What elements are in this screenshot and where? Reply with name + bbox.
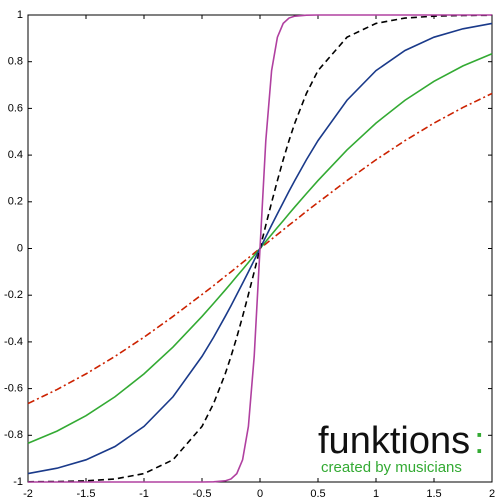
y-tick-label: 0.4 [8,149,23,161]
x-tick-label: -2 [23,488,33,500]
x-tick-label: 1 [373,488,379,500]
y-tick-label: -0.8 [4,429,23,441]
x-tick-label: -1 [139,488,149,500]
y-tick-label: 0.8 [8,56,23,68]
y-tick-label: -1 [13,476,23,488]
logo-name: funktions [318,420,470,462]
x-tick-label: 0 [257,488,263,500]
y-tick-label: -0.6 [4,383,23,395]
x-tick-label: 1.5 [426,488,441,500]
y-tick-label: 1 [17,9,23,21]
x-tick-label: -0.5 [193,488,212,500]
series-line [28,14,492,483]
x-tick-label: 0.5 [310,488,325,500]
x-tick-label: -1.5 [77,488,96,500]
y-tick-label: -0.4 [4,336,23,348]
y-tick-label: 0.2 [8,196,23,208]
y-tick-label: 0 [17,242,23,254]
x-tick-label: 2 [489,488,495,500]
y-tick-label: 0.6 [8,102,23,114]
logo-tagline: created by musicians [321,459,462,476]
logo-mark: : [474,420,485,462]
y-tick-label: -0.2 [4,289,23,301]
